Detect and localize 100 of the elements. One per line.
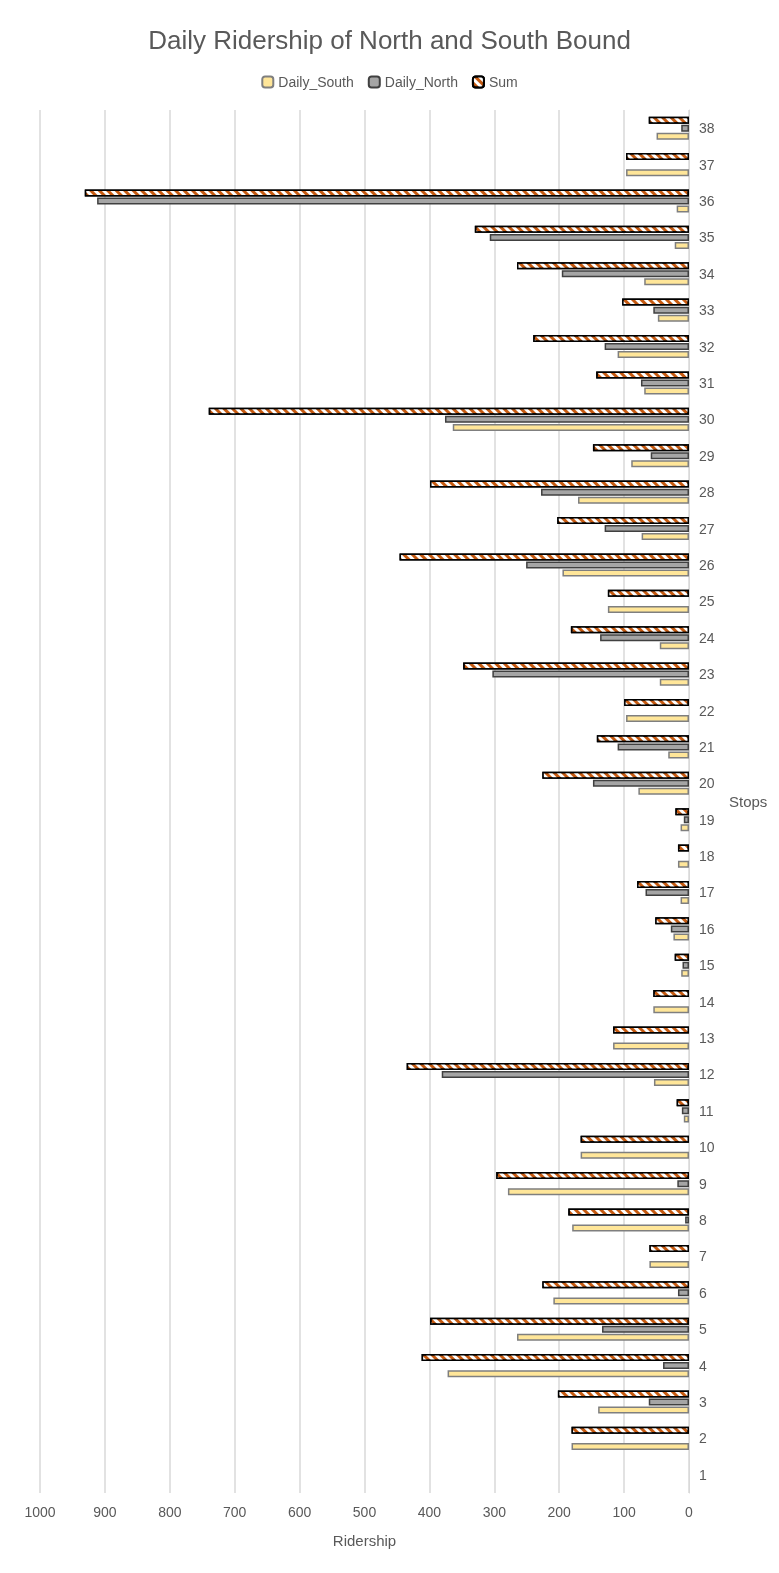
y-tick-label: 22 — [699, 702, 715, 719]
bar — [680, 897, 689, 905]
bar — [674, 241, 689, 249]
bar — [677, 1289, 689, 1297]
bar — [578, 496, 689, 504]
bar — [617, 743, 689, 751]
x-tick-label: 1000 — [24, 1504, 56, 1520]
bar — [641, 533, 689, 541]
bar — [645, 888, 689, 896]
bar — [600, 634, 689, 642]
y-tick-label: 9 — [699, 1175, 707, 1192]
y-tick-label: 15 — [699, 957, 715, 974]
y-tick-label: 19 — [699, 811, 715, 828]
bar — [602, 1325, 689, 1333]
x-tick-label: 300 — [482, 1504, 507, 1520]
y-tick-label: 12 — [699, 1066, 715, 1083]
bar — [541, 488, 689, 496]
bar — [517, 1333, 689, 1341]
bar — [677, 1180, 689, 1188]
bar — [663, 1362, 689, 1370]
bar — [526, 561, 689, 569]
y-tick-label: 8 — [699, 1212, 707, 1229]
y-tick-label: 36 — [699, 192, 715, 209]
bar — [659, 678, 689, 686]
y-tick-label: 38 — [699, 120, 715, 137]
x-tick-label: 900 — [93, 1504, 117, 1520]
bar — [580, 1151, 689, 1159]
bar — [604, 525, 689, 533]
y-tick-label: 14 — [699, 993, 715, 1010]
y-tick-label: 6 — [699, 1284, 707, 1301]
bar — [681, 1107, 689, 1115]
y-tick-label: 18 — [699, 848, 715, 865]
bar — [683, 1115, 689, 1123]
y-tick-label: 37 — [699, 156, 715, 173]
bar — [638, 787, 689, 795]
x-tick-label: 800 — [158, 1504, 182, 1520]
bar — [444, 415, 689, 423]
y-tick-label: 34 — [699, 265, 715, 282]
bar — [648, 1398, 689, 1406]
y-tick-label: 20 — [699, 775, 715, 792]
y-tick-label: 24 — [699, 629, 715, 646]
bar — [604, 343, 689, 351]
bar — [680, 824, 689, 832]
y-tick-label: 11 — [699, 1102, 714, 1119]
y-tick-label: 28 — [699, 484, 715, 501]
bar — [553, 1297, 689, 1305]
y-tick-label: 32 — [699, 338, 715, 355]
bar — [677, 860, 689, 868]
bar — [492, 670, 689, 678]
bar — [561, 270, 689, 278]
bar — [683, 816, 689, 824]
bar — [640, 379, 689, 387]
legend-label: Daily_South — [278, 74, 354, 90]
bar — [613, 1042, 689, 1050]
y-tick-label: 31 — [699, 374, 715, 391]
y-tick-label: 13 — [699, 1030, 715, 1047]
y-tick-label: 17 — [699, 884, 715, 901]
bar — [682, 961, 689, 969]
y-tick-label: 25 — [699, 593, 715, 610]
y-tick-label: 21 — [699, 738, 715, 755]
bar — [626, 715, 689, 723]
bar — [631, 460, 689, 468]
bar — [659, 642, 689, 650]
bar — [676, 205, 689, 213]
bar — [644, 278, 689, 286]
bar — [626, 169, 689, 177]
bar — [653, 306, 689, 314]
bar — [489, 233, 689, 241]
y-tick-label: 3 — [699, 1394, 707, 1411]
x-tick-label: 200 — [547, 1504, 572, 1520]
bar — [681, 969, 689, 977]
bar — [562, 569, 689, 577]
y-tick-label: 2 — [699, 1430, 707, 1447]
legend-label: Daily_North — [384, 74, 458, 90]
legend-label: Sum — [488, 74, 518, 90]
bar — [571, 1442, 689, 1450]
bar — [681, 124, 689, 132]
bar — [653, 1079, 689, 1087]
bar — [657, 314, 689, 322]
y-tick-label: 30 — [699, 411, 715, 428]
bar — [617, 351, 689, 359]
y-tick-label: 29 — [699, 447, 715, 464]
bar — [685, 1216, 689, 1224]
chart-title: Daily Ridership of North and South Bound — [148, 25, 631, 55]
bar — [650, 452, 689, 460]
bar — [653, 1006, 689, 1014]
bar — [97, 197, 689, 205]
bar — [607, 605, 689, 613]
y-axis-title: Stops — [729, 793, 768, 810]
bar — [572, 1224, 689, 1232]
bar — [598, 1406, 689, 1414]
y-tick-label: 5 — [699, 1321, 707, 1338]
x-tick-label: 600 — [287, 1504, 312, 1520]
x-tick-label: 700 — [223, 1504, 247, 1520]
bar — [668, 751, 689, 759]
y-tick-label: 23 — [699, 666, 715, 683]
y-tick-label: 33 — [699, 302, 715, 319]
bar — [507, 1188, 689, 1196]
x-tick-label: 0 — [685, 1504, 694, 1520]
bar — [452, 423, 689, 431]
